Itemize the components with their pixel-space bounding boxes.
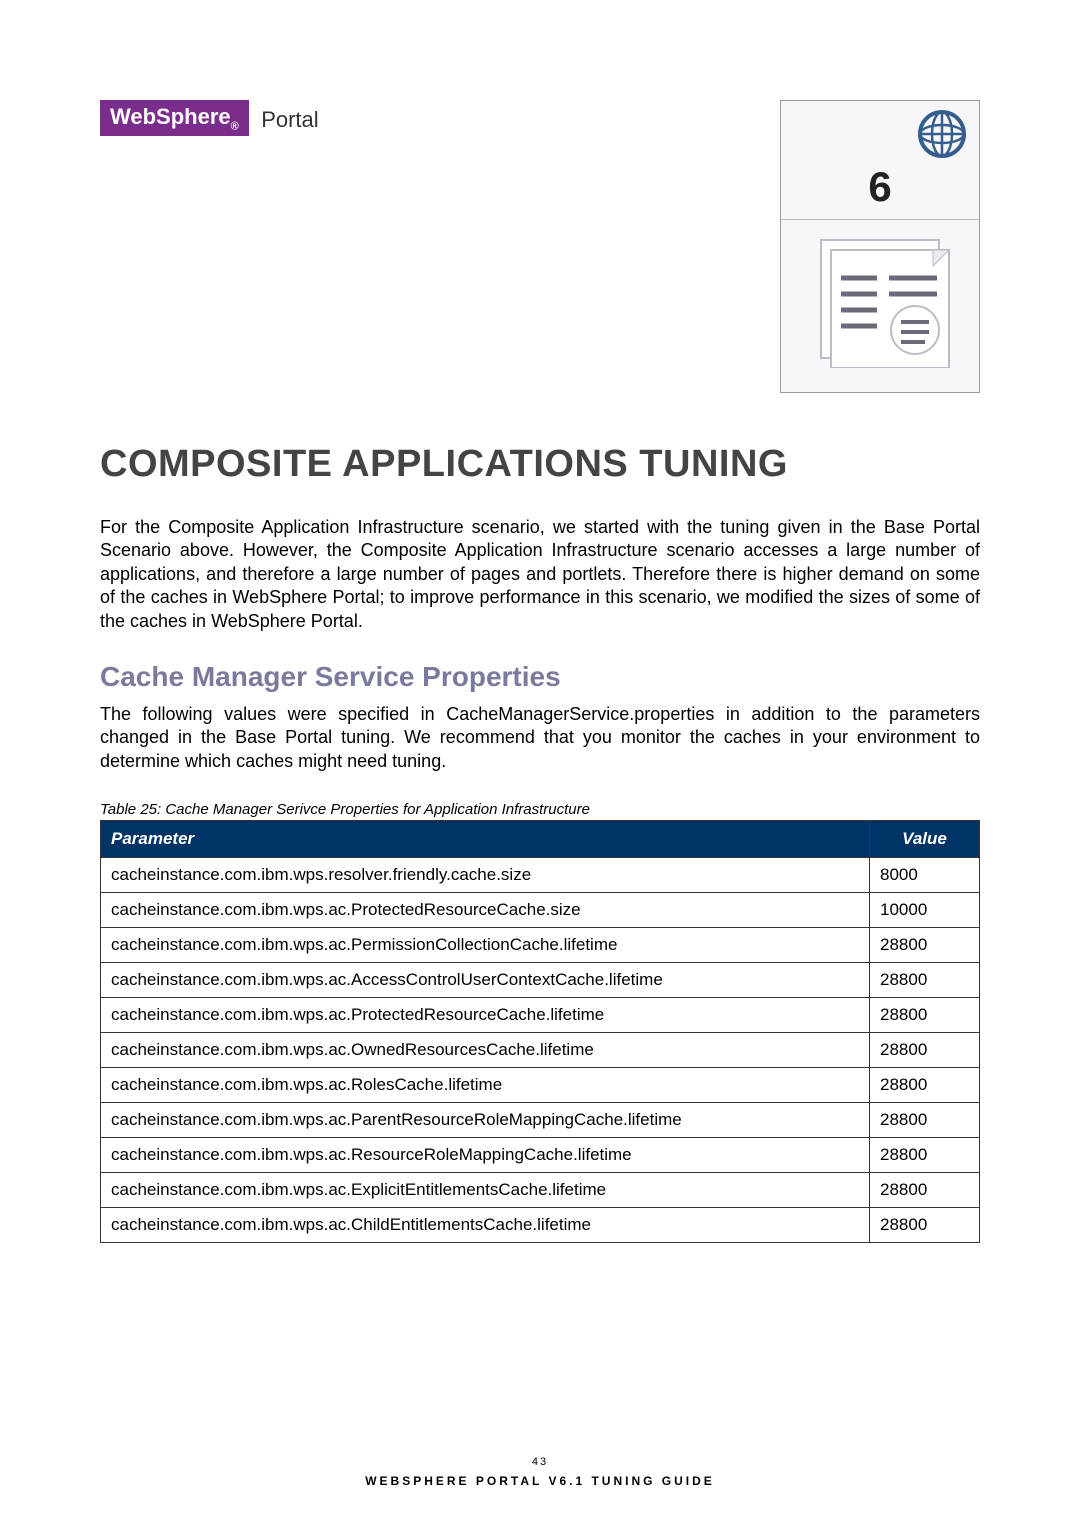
cell-value: 28800 (870, 928, 980, 963)
col-header-value: Value (870, 821, 980, 858)
document-stack-icon (815, 238, 945, 368)
page-header: WebSphere® Portal 6 (100, 100, 980, 393)
properties-table: Parameter Value cacheinstance.com.ibm.wp… (100, 820, 980, 1243)
logo-brand-text: WebSphere (110, 104, 231, 129)
globe-icon (917, 109, 967, 159)
globe-row (781, 101, 979, 163)
table-row: cacheinstance.com.ibm.wps.ac.ParentResou… (101, 1103, 980, 1138)
table-caption: Table 25: Cache Manager Serivce Properti… (100, 801, 980, 818)
table-row: cacheinstance.com.ibm.wps.ac.ProtectedRe… (101, 998, 980, 1033)
cell-parameter: cacheinstance.com.ibm.wps.ac.ExplicitEnt… (101, 1173, 870, 1208)
table-row: cacheinstance.com.ibm.wps.ac.ExplicitEnt… (101, 1173, 980, 1208)
logo-product-text: Portal (261, 107, 318, 133)
cell-parameter: cacheinstance.com.ibm.wps.ac.PermissionC… (101, 928, 870, 963)
page-number: 43 (0, 1456, 1080, 1468)
table-row: cacheinstance.com.ibm.wps.ac.RolesCache.… (101, 1068, 980, 1103)
cell-parameter: cacheinstance.com.ibm.wps.ac.ParentResou… (101, 1103, 870, 1138)
table-row: cacheinstance.com.ibm.wps.resolver.frien… (101, 858, 980, 893)
cell-parameter: cacheinstance.com.ibm.wps.ac.ProtectedRe… (101, 893, 870, 928)
page-title: COMPOSITE APPLICATIONS TUNING (100, 443, 980, 486)
cell-parameter: cacheinstance.com.ibm.wps.ac.ChildEntitl… (101, 1208, 870, 1243)
cell-parameter: cacheinstance.com.ibm.wps.ac.ProtectedRe… (101, 998, 870, 1033)
col-header-parameter: Parameter (101, 821, 870, 858)
document-icon-row (781, 219, 979, 392)
cell-value: 28800 (870, 1103, 980, 1138)
cell-value: 10000 (870, 893, 980, 928)
table-row: cacheinstance.com.ibm.wps.ac.AccessContr… (101, 963, 980, 998)
section-paragraph: The following values were specified in C… (100, 703, 980, 773)
cell-value: 28800 (870, 1033, 980, 1068)
cell-value: 28800 (870, 1208, 980, 1243)
table-row: cacheinstance.com.ibm.wps.ac.OwnedResour… (101, 1033, 980, 1068)
table-row: cacheinstance.com.ibm.wps.ac.ProtectedRe… (101, 893, 980, 928)
footer-doc-title: WEBSPHERE PORTAL V6.1 TUNING GUIDE (0, 1474, 1080, 1488)
table-row: cacheinstance.com.ibm.wps.ac.ResourceRol… (101, 1138, 980, 1173)
section-heading: Cache Manager Service Properties (100, 661, 980, 693)
logo-registered: ® (231, 120, 239, 132)
table-row: cacheinstance.com.ibm.wps.ac.ChildEntitl… (101, 1208, 980, 1243)
table-header-row: Parameter Value (101, 821, 980, 858)
chapter-number: 6 (781, 163, 979, 219)
cell-value: 28800 (870, 1173, 980, 1208)
cell-value: 28800 (870, 963, 980, 998)
cell-parameter: cacheinstance.com.ibm.wps.ac.ResourceRol… (101, 1138, 870, 1173)
cell-parameter: cacheinstance.com.ibm.wps.ac.AccessContr… (101, 963, 870, 998)
table-row: cacheinstance.com.ibm.wps.ac.PermissionC… (101, 928, 980, 963)
chapter-graphic-box: 6 (780, 100, 980, 393)
logo-block: WebSphere® Portal (100, 100, 319, 136)
cell-value: 28800 (870, 1138, 980, 1173)
cell-parameter: cacheinstance.com.ibm.wps.ac.RolesCache.… (101, 1068, 870, 1103)
cell-value: 8000 (870, 858, 980, 893)
page-footer: 43 WEBSPHERE PORTAL V6.1 TUNING GUIDE (0, 1456, 1080, 1488)
cell-value: 28800 (870, 1068, 980, 1103)
cell-value: 28800 (870, 998, 980, 1033)
intro-paragraph: For the Composite Application Infrastruc… (100, 516, 980, 633)
cell-parameter: cacheinstance.com.ibm.wps.resolver.frien… (101, 858, 870, 893)
cell-parameter: cacheinstance.com.ibm.wps.ac.OwnedResour… (101, 1033, 870, 1068)
logo-brand-box: WebSphere® (100, 100, 249, 136)
